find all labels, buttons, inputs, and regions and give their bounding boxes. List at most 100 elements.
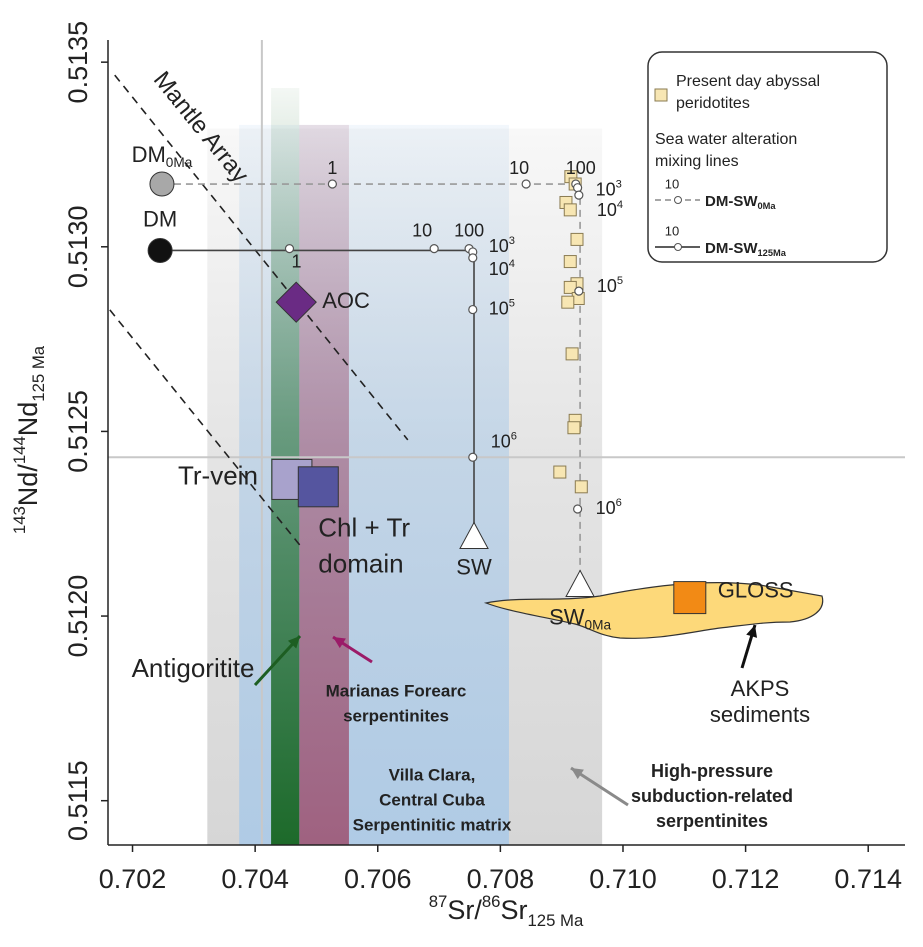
y-axis-title-part: 143 — [10, 506, 29, 534]
legend-tick-label: 10 — [665, 176, 679, 191]
legend-label: Present day abyssal — [676, 73, 820, 90]
mixing-label-part: 10 — [412, 220, 432, 240]
point-label: SW — [456, 554, 492, 579]
y-tick-label: 0.5125 — [63, 390, 93, 473]
peridotite-point — [574, 480, 588, 494]
point-label: Chl + Tr — [318, 513, 410, 543]
peridotite-point — [563, 255, 577, 269]
y-tick-label: 0.5120 — [63, 575, 93, 658]
mixing-label-part: 4 — [509, 258, 515, 270]
mixing-marker — [327, 179, 337, 189]
field-label: Central Cuba — [379, 790, 485, 809]
mixing-label-part: 10 — [489, 298, 509, 318]
point-label: domain — [318, 549, 403, 579]
mixing-marker — [521, 179, 531, 189]
legend-box — [647, 51, 888, 263]
mixing-label-part: 3 — [616, 179, 622, 191]
point-label-part: AOC — [322, 288, 370, 313]
y-axis-title-part: 125 Ma — [29, 345, 48, 402]
y-axis-title: 143Nd/144Nd125 Ma — [10, 345, 48, 534]
mixing-label-part: 3 — [509, 235, 515, 247]
mixing-label: 1 — [291, 251, 301, 271]
point-label-part: GLOSS — [718, 577, 794, 602]
x-axis-title-part: 87 — [429, 892, 448, 911]
field-label: serpentinites — [343, 706, 449, 725]
mixing-label-part: 10 — [491, 431, 511, 451]
mixing-label-part: 1 — [291, 251, 301, 271]
mixing-label: 10 — [412, 220, 432, 240]
peridotite-point — [570, 232, 584, 246]
field-label: Villa Clara, — [389, 765, 476, 784]
point-marker — [275, 281, 317, 323]
x-tick-label: 0.704 — [221, 864, 289, 894]
legend-label: peridotites — [676, 95, 750, 112]
point-label: Tr-vein — [178, 460, 258, 490]
x-tick-label: 0.714 — [834, 864, 902, 894]
mixing-label-part: 10 — [596, 179, 616, 199]
mixing-marker — [574, 190, 584, 200]
arrow-head — [333, 637, 346, 649]
field-label: subduction-related — [631, 786, 793, 806]
mixing-label-part: 5 — [509, 298, 515, 310]
mixing-label-part: 10 — [597, 200, 617, 220]
y-axis-title-part: Nd/ — [13, 464, 43, 507]
y-tick-label: 0.5115 — [63, 760, 93, 841]
point-label-part: 0Ma — [585, 618, 612, 633]
y-axis-title-part: 144 — [10, 436, 29, 464]
mixing-marker — [284, 244, 295, 254]
peridotite-point — [567, 421, 581, 435]
point-marker — [149, 171, 175, 197]
sediment-field — [483, 582, 824, 639]
x-tick-label: 0.706 — [344, 864, 412, 894]
field-label: Marianas Forearc — [326, 681, 467, 700]
mixing-label: 106 — [491, 430, 517, 451]
field-label: Serpentinitic matrix — [353, 815, 512, 834]
legend-label: DM-SW125Ma — [705, 240, 787, 258]
x-tick-label: 0.708 — [467, 864, 535, 894]
point-label-part: 0Ma — [166, 155, 193, 170]
peridotite-point — [561, 295, 575, 309]
mixing-label: 1 — [327, 158, 337, 178]
y-axis-title-part: Nd — [13, 402, 43, 437]
peridotite-point — [553, 465, 567, 479]
legend-marker — [674, 243, 682, 251]
x-axis-title: 87Sr/86Sr125 Ma — [429, 892, 584, 930]
point-label: DM — [143, 206, 177, 231]
arrow-head — [746, 625, 758, 638]
legend-label-part: 125Ma — [758, 248, 787, 258]
x-tick-label: 0.702 — [99, 864, 167, 894]
y-tick-label: 0.5135 — [63, 21, 93, 104]
point-label: GLOSS — [718, 577, 794, 602]
mixing-label: 10 — [509, 158, 529, 178]
peridotite-point — [565, 347, 579, 361]
field-label: Antigoritite — [132, 653, 255, 683]
field-label: High-pressure — [651, 761, 773, 781]
legend-swatch — [654, 88, 668, 102]
mixing-marker — [574, 286, 584, 296]
mixing-label-part: 10 — [509, 158, 529, 178]
point-label-part: DM — [143, 206, 177, 231]
mixing-label-part: 1 — [327, 158, 337, 178]
mixing-marker — [429, 244, 439, 254]
legend-label-part: DM-SW — [705, 193, 758, 210]
mixing-label-part: 10 — [597, 276, 617, 296]
point-label: AOC — [322, 288, 370, 313]
legend-marker — [674, 196, 682, 204]
peridotite-point — [563, 203, 577, 217]
mantle-array-line — [114, 74, 409, 441]
mixing-label: 103 — [596, 179, 622, 200]
mixing-label-part: 6 — [616, 497, 622, 509]
mixing-label-part: 6 — [511, 430, 517, 442]
mixing-label: 100 — [566, 158, 596, 178]
sediment-label: AKPS — [731, 676, 790, 701]
sediment-label: sediments — [710, 702, 810, 727]
point-marker — [565, 569, 595, 598]
y-tick-label: 0.5130 — [63, 205, 93, 288]
legend-title: Sea water alteration — [655, 131, 797, 148]
legend-tick-label: 10 — [665, 223, 679, 238]
mixing-label: 105 — [597, 275, 623, 296]
point-marker — [147, 237, 173, 263]
legend-label-part: DM-SW — [705, 240, 758, 257]
